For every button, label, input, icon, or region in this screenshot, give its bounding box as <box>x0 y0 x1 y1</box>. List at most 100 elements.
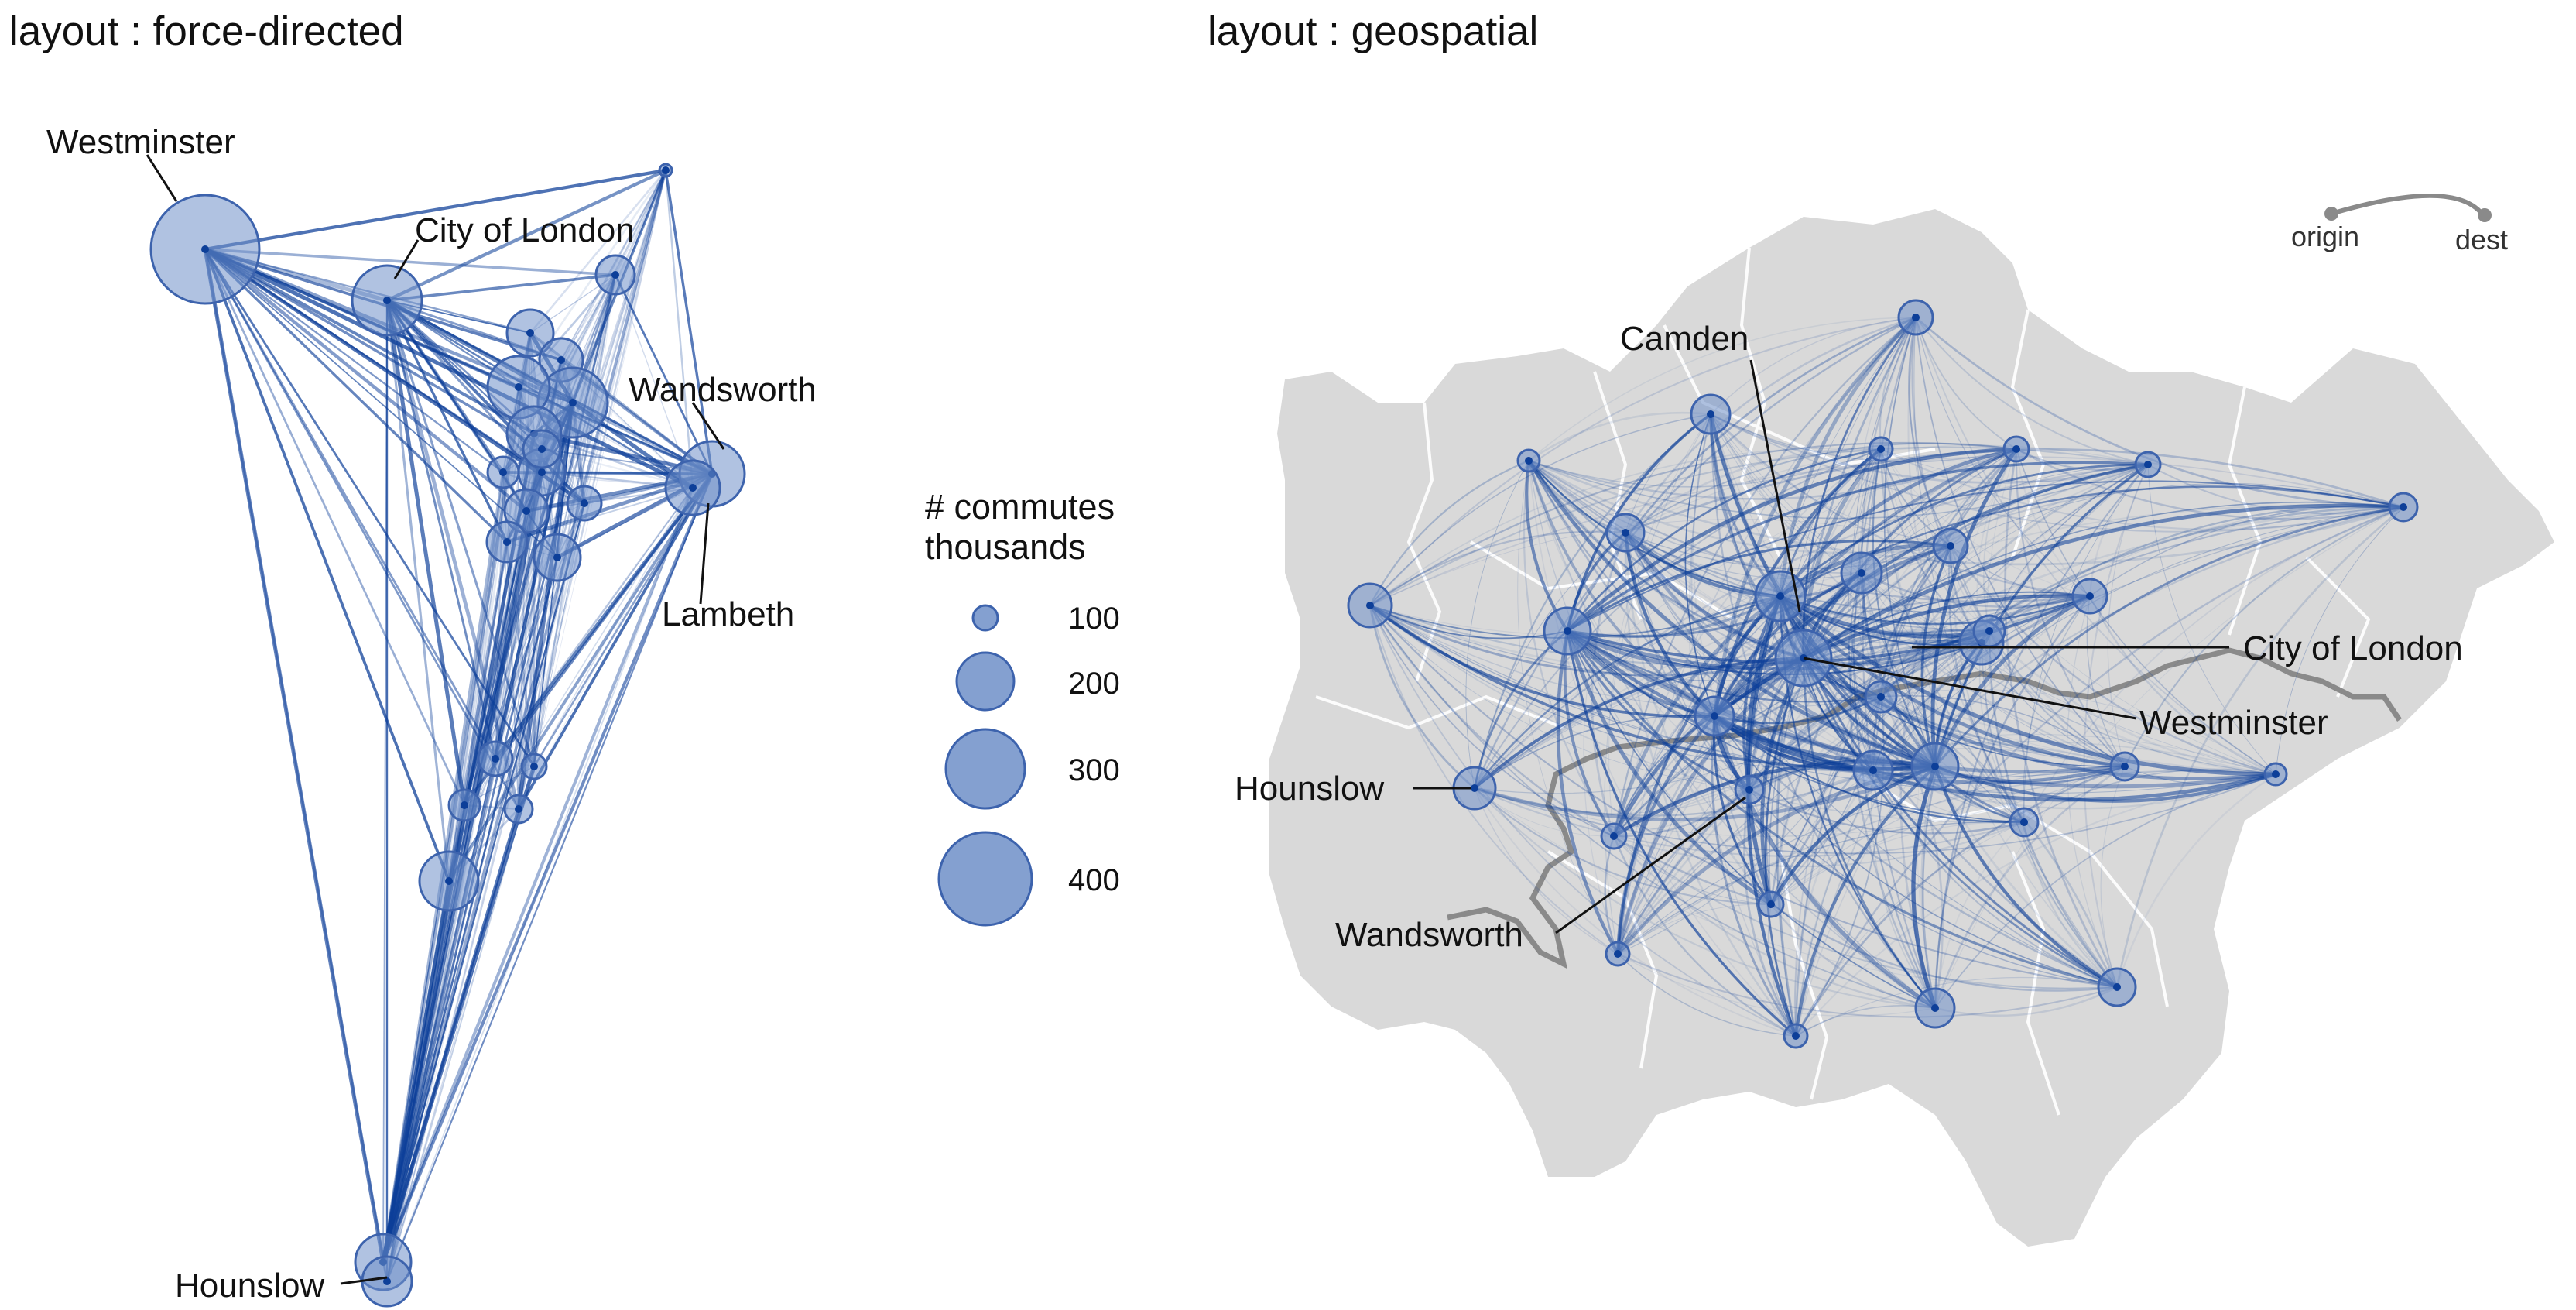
geo-edges-edge-137 <box>1749 448 2017 790</box>
geo-edges-edge-174 <box>1567 480 2404 632</box>
geo-edges-edge-67 <box>1369 459 1530 606</box>
geo-nodes-node-center-16 <box>1985 627 1993 635</box>
force-edges-edge-18 <box>204 249 520 810</box>
geo-edges-edge-76 <box>1465 460 1530 789</box>
geo-edges-edge-269 <box>1566 629 1804 670</box>
geo-edges-edge-155 <box>1989 464 2149 632</box>
force-nodes-node-center-24 <box>499 468 507 476</box>
london-boroughs-shape <box>1269 209 2554 1247</box>
geo-edges-edge-241 <box>1794 545 1951 1037</box>
geo-edges-edge-215 <box>1583 532 1626 955</box>
geo-edges-edge-24 <box>1907 317 2025 823</box>
geo-edges-edge-482 <box>1770 904 1936 1010</box>
force-panel-title: layout : force-directed <box>9 9 404 54</box>
geo-edges-edge-408 <box>1474 773 2276 855</box>
geo-edges-edge-312 <box>1848 572 1874 771</box>
force-edges-edge-249 <box>517 473 714 810</box>
geo-edges-edge-0 <box>1710 317 1917 415</box>
legend-value-400: 400 <box>1068 863 1120 897</box>
geo-edges-edge-478 <box>2023 821 2118 988</box>
legend-title-line1: # commutes <box>925 487 1115 526</box>
geo-edges-edge-172 <box>1950 483 2404 547</box>
geo-edges-edge-127 <box>1976 448 2017 643</box>
geo-edges-edge-300 <box>1745 595 1783 905</box>
force-edges-edge-191 <box>382 557 559 1263</box>
legend-value-200: 200 <box>1068 667 1120 701</box>
geo-edges-edge-164 <box>2023 464 2149 823</box>
geo-edges-edge-315 <box>1861 572 2276 775</box>
legend-circle-400 <box>937 831 1033 927</box>
geo-edges-edge-206 <box>1474 532 1626 789</box>
geo-edges-edge-53 <box>1692 413 1750 790</box>
geo-edges-edge-188 <box>1749 506 2404 790</box>
od-key-dest-dot <box>2478 208 2492 222</box>
geo-edges-edge-163 <box>1749 464 2149 790</box>
geo-edges-edge-42 <box>1710 413 2091 598</box>
force-edges-edge-287 <box>386 808 519 1282</box>
geo-edges-edge-462 <box>1613 835 1772 905</box>
geo-edges-edge-52 <box>1608 413 1711 837</box>
geo-edges-edge-19 <box>1883 317 1936 767</box>
geo-nodes-node-center-4 <box>2012 445 2020 453</box>
geo-edges-edge-337 <box>1769 595 2091 905</box>
geo-edges-edge-479 <box>1795 821 2025 1037</box>
geo-nodes-node-center-30 <box>1792 1032 1800 1040</box>
geo-edges-edge-492 <box>1879 696 1944 1009</box>
geo-edges-edge-481 <box>1617 904 1772 955</box>
force-edges-edge-12 <box>204 168 666 252</box>
geo-edges-edge-214 <box>1624 532 1773 905</box>
force-edges-edge-202 <box>463 541 509 806</box>
geo-edges-edge-334 <box>1613 595 2091 837</box>
geo-edges-edge-495 <box>1795 696 1885 1037</box>
geo-edges-edge-332 <box>2086 595 2126 767</box>
geo-edges-edge-149 <box>1566 461 2149 633</box>
geo-nodes-node-center-18 <box>1471 784 1478 792</box>
geo-edges-edge-353 <box>1978 642 2025 823</box>
force-edges-edge-255 <box>495 487 694 760</box>
geo-edges-edge-416 <box>1474 787 1797 1037</box>
geo-edges-edge-282 <box>1567 630 1936 1009</box>
geo-edges-edge-399 <box>1712 715 1773 905</box>
force-nodes-node-center-18 <box>461 801 468 809</box>
geo-edges-edge-453 <box>2023 768 2276 823</box>
force-nodes-node-center-19 <box>515 805 522 813</box>
geo-edges <box>1368 316 2404 1037</box>
geo-edges-edge-218 <box>1624 532 1797 1037</box>
geo-edges-edge-134 <box>2015 448 2126 767</box>
geo-edges-edge-55 <box>1690 413 1772 905</box>
geo-nodes-node-center-5 <box>2144 461 2152 468</box>
force-nodes-node-center-12 <box>611 271 619 279</box>
geo-edges-edge-88 <box>1528 460 1797 1037</box>
od-key-origin-label: origin <box>2291 221 2359 252</box>
geo-edges-edge-485 <box>1770 696 1882 905</box>
geo-edges-edge-126 <box>2016 448 2091 597</box>
geo-edges-edge-129 <box>1982 448 2017 632</box>
geo-edges-edge-21 <box>1915 317 2276 775</box>
geo-edges-edge-401 <box>1712 715 1937 1010</box>
geo-edges-edge-265 <box>1567 595 1781 639</box>
geo-label-city-of-london: City of London <box>2243 629 2463 667</box>
geo-edges-edge-34 <box>1710 413 2149 484</box>
geo-edges-edge-319 <box>1768 572 1862 905</box>
geo-edges-edge-489 <box>1617 696 1882 955</box>
geo-edges-edge-170 <box>1879 463 2149 698</box>
force-nodes-node-center-20 <box>445 877 453 885</box>
geo-edges-edge-470 <box>1616 788 1750 955</box>
geo-nodes-node-center-1 <box>1707 410 1714 418</box>
geo-edges-edge-243 <box>1369 605 1568 640</box>
geo-edges-edge-459 <box>1880 689 2276 775</box>
geo-edges-edge-446 <box>1617 766 2126 955</box>
geo-edges-edge-407 <box>1474 766 2126 837</box>
geo-edges-edge-365 <box>1803 657 2126 767</box>
geo-edges-edge-123 <box>1566 447 2017 633</box>
geo-edges-edge-22 <box>1612 317 1917 837</box>
geo-edges-edge-259 <box>1368 605 1772 906</box>
geo-edges-edge-296 <box>1779 594 2276 777</box>
geo-panel-title: layout : geospatial <box>1208 9 1539 54</box>
geo-edges-edge-7 <box>1908 317 1951 547</box>
geo-nodes-node-center-25 <box>2020 818 2028 826</box>
geo-edges-edge-168 <box>2083 464 2149 988</box>
geo-edges-edge-477 <box>1934 821 2025 1009</box>
geo-nodes-node-center-11 <box>1776 592 1784 600</box>
